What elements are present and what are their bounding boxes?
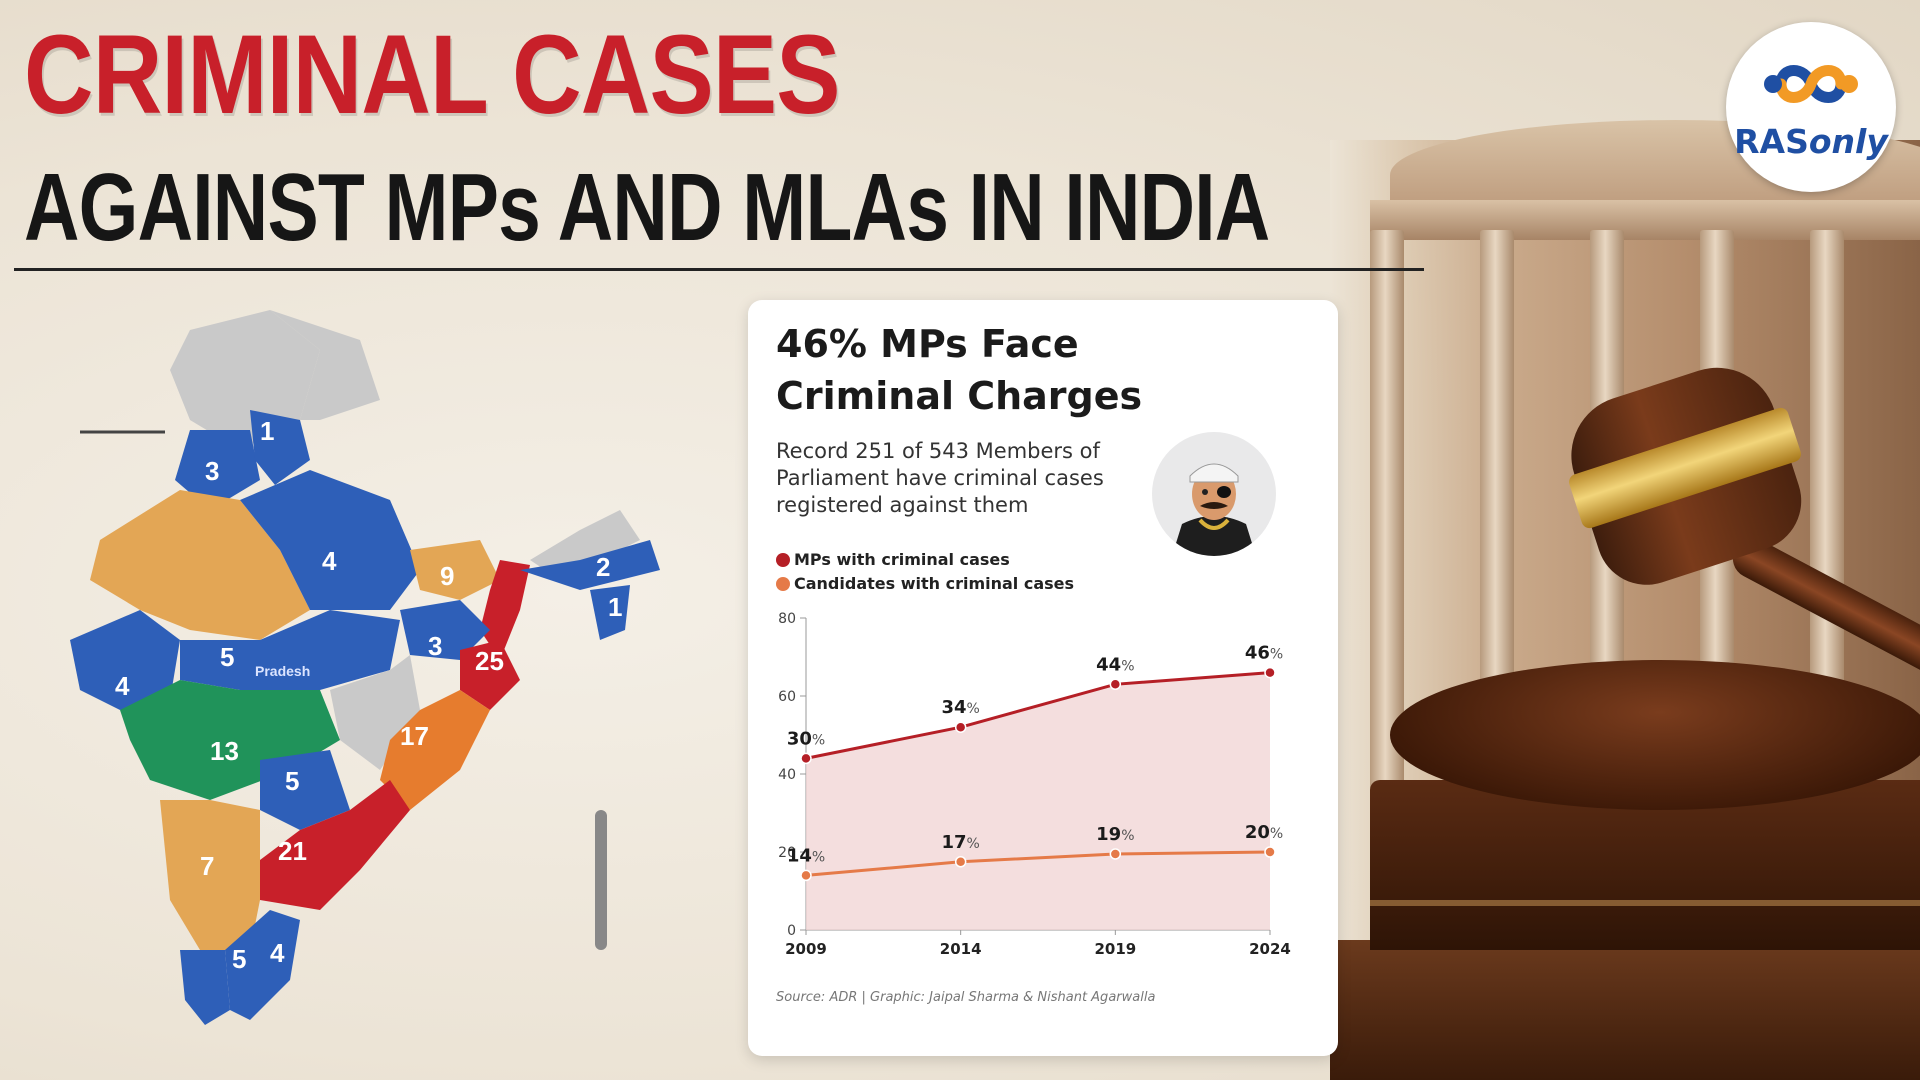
map-label: 25	[475, 646, 504, 676]
data-point	[954, 721, 967, 733]
map-label: 13	[210, 736, 239, 766]
data-label: 30%	[787, 728, 825, 749]
map-region-tamil-nadu	[225, 910, 300, 1020]
map-label: Pradesh	[255, 663, 310, 679]
x-tick-label: 2009	[785, 940, 827, 958]
map-region-uttar-pradesh	[240, 470, 420, 610]
map-region-jharkhand	[400, 600, 490, 660]
map-label: 2	[596, 552, 610, 582]
map-region-punjab	[175, 430, 260, 510]
rasonly-logo: RASonly	[1726, 22, 1896, 192]
map-region-assam	[520, 540, 660, 590]
data-point	[1109, 848, 1122, 860]
y-tick-label: 80	[778, 611, 796, 627]
map-label: 5	[232, 944, 246, 974]
data-point	[1264, 846, 1276, 858]
series-line-candidates	[805, 850, 1271, 877]
map-label: 4	[322, 546, 337, 576]
map-region-northeast-grey	[530, 510, 640, 580]
map-region-bihar	[410, 540, 500, 600]
map-region-telangana	[260, 750, 350, 830]
politician-avatar-icon	[1152, 432, 1276, 556]
series-line-mps	[805, 671, 1271, 760]
india-map: 1 3 4 9 2 1 5 Pradesh 4 3 25 13 17 5 7 2…	[70, 310, 660, 1025]
data-point	[1264, 666, 1276, 679]
map-andaman-islands	[595, 810, 607, 950]
map-label: 1	[260, 416, 274, 446]
x-tick-label: 2014	[940, 940, 982, 958]
map-region-odisha	[380, 690, 490, 810]
data-point	[800, 869, 812, 882]
map-region-northeast-south	[590, 585, 630, 640]
map-label: 5	[220, 642, 234, 672]
card-title: 46% MPs Face Criminal Charges	[776, 322, 1143, 418]
y-tick-label: 40	[778, 767, 796, 783]
legend-item-mps: MPs with criminal cases	[776, 550, 1176, 569]
data-label: 46%	[1245, 643, 1283, 664]
data-point	[1109, 678, 1122, 691]
map-region-ladakh	[270, 310, 380, 420]
infinity-logo-icon	[1764, 65, 1858, 103]
map-label: 17	[400, 721, 429, 751]
mp-criminal-charges-card: 46% MPs Face Criminal Charges Record 251…	[748, 300, 1338, 1056]
map-label: 4	[270, 938, 285, 968]
data-label: 17%	[941, 832, 979, 853]
x-tick-label: 2024	[1249, 940, 1291, 958]
map-region-kerala	[180, 950, 230, 1025]
map-label: 7	[200, 851, 214, 881]
map-region-uttarakhand	[250, 410, 310, 485]
y-tick-label: 0	[787, 923, 796, 939]
map-label: 21	[278, 836, 307, 866]
map-label: 4	[115, 671, 130, 701]
x-tick-label: 2019	[1094, 940, 1136, 958]
data-label: 19%	[1096, 824, 1134, 845]
y-tick-label: 60	[778, 689, 796, 705]
map-label: 1	[608, 592, 622, 622]
line-chart: 0 20 40 60 80 2009 2014 2019 2024 30% 34% 44% 46% 14%…	[778, 611, 1291, 958]
map-region-north	[170, 310, 320, 450]
mps-area-fill	[806, 672, 1270, 930]
source-credit: Source: ADR | Graphic: Jaipal Sharma & N…	[776, 990, 1156, 1005]
logo-text: RASonly	[1734, 122, 1888, 161]
map-region-rajasthan	[90, 490, 310, 640]
map-region-west-bengal	[480, 560, 530, 660]
data-point	[800, 752, 812, 765]
legend-swatch-candidates	[776, 577, 790, 591]
data-label: 34%	[941, 697, 979, 718]
headline-line-2: AGAINST MPs AND MLAs IN INDIA	[24, 154, 1270, 261]
map-region-karnataka	[160, 800, 260, 950]
data-label: 20%	[1245, 822, 1283, 843]
map-region-odisha-red	[460, 640, 520, 710]
map-label: 3	[205, 456, 219, 486]
headline-line-1: CRIMINAL CASES	[24, 12, 841, 137]
parliament-gavel-photo	[1330, 120, 1920, 1080]
legend-item-candidates: Candidates with criminal cases	[776, 574, 1176, 593]
legend-swatch-mps	[776, 553, 790, 567]
data-point	[954, 856, 967, 868]
map-region-madhya-pradesh	[180, 610, 400, 690]
map-label: 3	[428, 631, 442, 661]
map-region-andhra-pradesh	[260, 780, 410, 910]
map-label: 9	[440, 561, 454, 591]
card-subtitle: Record 251 of 543 Members of Parliament …	[776, 439, 1104, 517]
data-label: 44%	[1096, 654, 1134, 675]
data-label: 14%	[787, 845, 825, 866]
headline-divider	[14, 268, 1424, 271]
map-region-gujarat	[70, 610, 180, 710]
y-tick-label: 20	[778, 845, 796, 861]
map-label: 5	[285, 766, 299, 796]
